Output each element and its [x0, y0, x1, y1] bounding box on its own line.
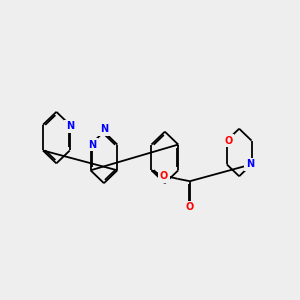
Text: N: N	[100, 124, 108, 134]
Text: O: O	[160, 171, 168, 181]
Text: N: N	[66, 121, 74, 131]
Text: O: O	[186, 202, 194, 212]
Text: N: N	[88, 140, 96, 150]
Text: O: O	[224, 136, 232, 146]
Text: N: N	[246, 159, 254, 170]
